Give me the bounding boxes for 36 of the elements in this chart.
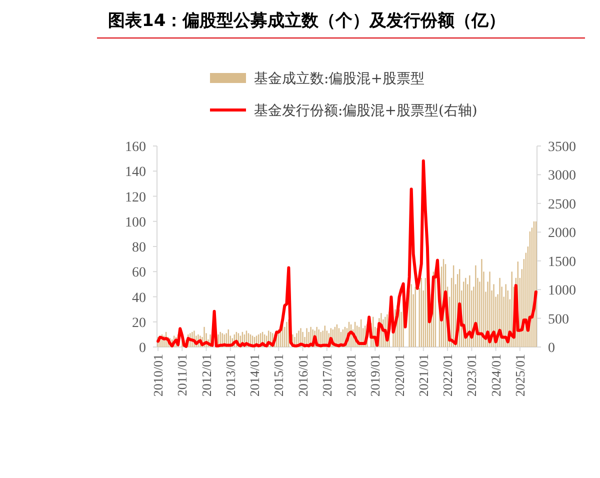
y2-tick-label: 2000 <box>548 226 576 242</box>
y2-tick-label: 1000 <box>548 284 576 299</box>
y-tick-label: 160 <box>125 140 146 155</box>
y-tick-label: 40 <box>132 290 146 306</box>
y-tick-label: 140 <box>125 165 146 180</box>
x-tick-label: 2017/01 <box>319 354 334 397</box>
y2-tick-label: 3500 <box>548 140 576 155</box>
y2-tick-label: 2500 <box>548 197 576 212</box>
y-tick-label: 60 <box>132 266 146 281</box>
x-tick-label: 2018/01 <box>344 354 359 397</box>
y2-tick-label: 0 <box>548 341 555 356</box>
x-tick-label: 2025/01 <box>512 354 528 397</box>
x-tick-label: 2021/01 <box>416 354 431 397</box>
x-tick-label: 2020/01 <box>392 354 407 397</box>
x-tick-label: 2019/01 <box>368 354 383 397</box>
x-tick-label: 2010/01 <box>150 354 166 397</box>
y2-tick-label: 3000 <box>548 168 576 184</box>
x-tick-label: 2012/01 <box>198 354 214 397</box>
chart-title: 图表14：偏股型公募成立数（个）及发行份额（亿） <box>108 11 506 31</box>
y-tick-label: 100 <box>125 215 146 230</box>
x-tick-label: 2014/01 <box>247 354 262 397</box>
y2-tick-label: 1500 <box>548 254 576 270</box>
x-tick-label: 2015/01 <box>271 354 286 397</box>
y-tick-label: 80 <box>132 240 146 256</box>
y-tick-label: 0 <box>139 341 146 356</box>
y2-tick-label: 500 <box>548 312 569 328</box>
x-tick-label: 2013/01 <box>222 354 238 397</box>
x-tick-label: 2016/01 <box>295 354 310 397</box>
legend-label: 基金发行份额:偏股混+股票型(右轴) <box>254 103 478 119</box>
x-tick-label: 2024/01 <box>488 354 504 397</box>
x-tick-label: 2022/01 <box>440 354 456 397</box>
x-tick-label: 2023/01 <box>464 354 480 397</box>
y-tick-label: 120 <box>125 190 146 206</box>
x-tick-label: 2011/01 <box>174 354 190 396</box>
legend-label: 基金成立数:偏股混+股票型 <box>254 71 424 87</box>
y-tick-label: 20 <box>132 316 146 331</box>
